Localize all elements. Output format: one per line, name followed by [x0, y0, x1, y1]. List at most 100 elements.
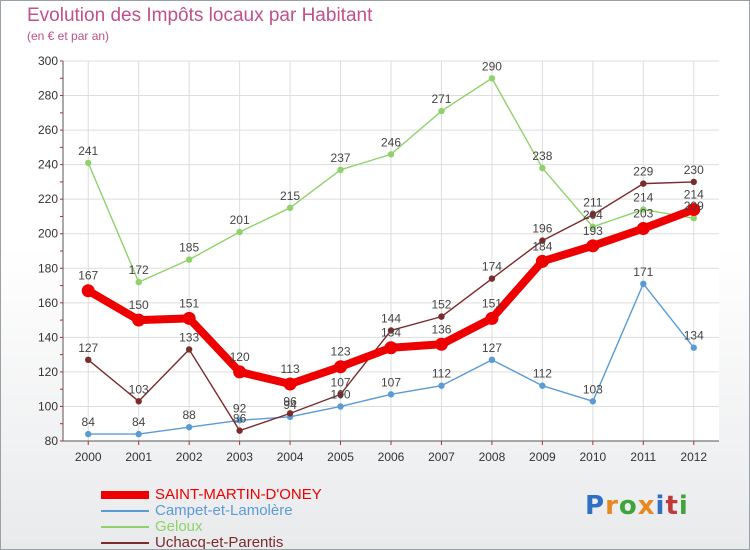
- x-tick-label: 2009: [529, 450, 556, 464]
- data-point: [337, 403, 344, 410]
- data-label: 120: [230, 350, 250, 364]
- data-label: 151: [482, 296, 502, 310]
- x-tick-label: 2007: [428, 450, 455, 464]
- y-tick-label: 140: [38, 330, 58, 344]
- data-label: 100: [331, 387, 351, 401]
- legend-swatch: [101, 526, 149, 529]
- data-point: [85, 430, 92, 438]
- data-label: 203: [633, 207, 653, 221]
- data-label: 184: [532, 239, 552, 253]
- y-tick-label: 260: [38, 123, 58, 137]
- data-point: [535, 254, 549, 268]
- data-label: 201: [230, 213, 250, 227]
- data-point: [185, 346, 193, 353]
- data-label: 246: [381, 135, 401, 149]
- data-label: 230: [684, 163, 704, 177]
- data-label: 112: [432, 367, 451, 381]
- logo-letter: i: [678, 491, 689, 521]
- data-label: 237: [331, 151, 351, 165]
- logo-letter: x: [637, 491, 656, 521]
- data-label: 134: [381, 326, 401, 340]
- legend-item: Uchacq-et-Parentis: [101, 534, 322, 550]
- legend-item: Campet-et-Lamolère: [101, 503, 322, 519]
- x-tick-label: 2002: [176, 450, 203, 464]
- data-label: 107: [381, 375, 401, 389]
- data-point: [539, 382, 546, 389]
- data-point: [589, 223, 597, 231]
- data-point: [85, 159, 92, 167]
- data-label: 204: [583, 208, 603, 222]
- chart-title: Evolution des Impôts locaux par Habitant: [27, 5, 373, 26]
- data-point: [283, 377, 297, 391]
- data-label: 271: [431, 92, 451, 106]
- data-label: 92: [233, 401, 247, 415]
- data-label: 86: [233, 412, 247, 426]
- data-point: [135, 398, 142, 405]
- x-tick-label: 2010: [579, 450, 606, 464]
- data-label: 107: [331, 375, 351, 389]
- legend-swatch: [101, 510, 149, 513]
- data-point: [589, 398, 597, 405]
- data-point: [539, 237, 546, 244]
- data-point: [185, 423, 193, 431]
- data-label: 185: [179, 241, 199, 255]
- data-label: 133: [179, 330, 199, 344]
- legend-label: SAINT-MARTIN-D'ONEY: [155, 486, 322, 504]
- legend-swatch: [101, 491, 149, 500]
- y-tick-label: 100: [38, 399, 58, 413]
- data-label: 167: [78, 269, 98, 283]
- data-point: [690, 214, 697, 222]
- data-label: 238: [532, 149, 552, 163]
- data-point: [586, 239, 600, 253]
- data-label: 96: [283, 394, 297, 408]
- y-tick-label: 180: [38, 261, 58, 275]
- proxiti-logo: Proxiti: [585, 491, 689, 521]
- data-label: 127: [78, 341, 98, 355]
- data-point: [135, 430, 142, 438]
- data-label: 84: [132, 415, 146, 429]
- data-label: 290: [482, 59, 502, 73]
- data-label: 211: [583, 196, 602, 210]
- data-point: [182, 311, 196, 325]
- data-label: 229: [633, 165, 653, 179]
- data-label: 127: [482, 341, 502, 355]
- x-tick-label: 2008: [479, 450, 506, 464]
- data-label: 88: [182, 408, 196, 422]
- data-label: 150: [129, 298, 149, 312]
- y-tick-label: 80: [45, 434, 59, 448]
- data-point: [334, 360, 348, 374]
- data-label: 84: [82, 415, 96, 429]
- data-point: [236, 427, 243, 434]
- data-point: [132, 313, 146, 327]
- data-point: [687, 203, 701, 217]
- data-point: [434, 337, 448, 351]
- data-point: [185, 256, 193, 263]
- data-label: 209: [684, 199, 704, 213]
- data-label: 171: [633, 265, 653, 279]
- data-label: 172: [129, 263, 149, 277]
- data-point: [337, 166, 344, 174]
- data-point: [640, 180, 647, 187]
- logo-letter: o: [618, 491, 638, 521]
- legend-item: Geloux: [101, 519, 322, 535]
- data-point: [589, 211, 597, 218]
- legend: SAINT-MARTIN-D'ONEY Campet-et-Lamolère Gel…: [101, 486, 322, 550]
- data-point: [387, 151, 395, 158]
- data-point: [485, 311, 499, 325]
- data-label: 196: [532, 222, 552, 236]
- data-point: [640, 206, 647, 213]
- legend-label: Uchacq-et-Parentis: [155, 534, 284, 550]
- y-tick-label: 220: [38, 192, 58, 206]
- legend-swatch: [101, 542, 149, 545]
- y-tick-label: 240: [38, 158, 58, 172]
- data-point: [286, 410, 294, 417]
- data-point: [640, 280, 647, 288]
- data-point: [488, 356, 496, 364]
- data-point: [636, 222, 650, 236]
- data-point: [81, 284, 95, 298]
- data-point: [85, 356, 92, 364]
- y-tick-label: 120: [38, 365, 58, 379]
- data-point: [233, 365, 247, 379]
